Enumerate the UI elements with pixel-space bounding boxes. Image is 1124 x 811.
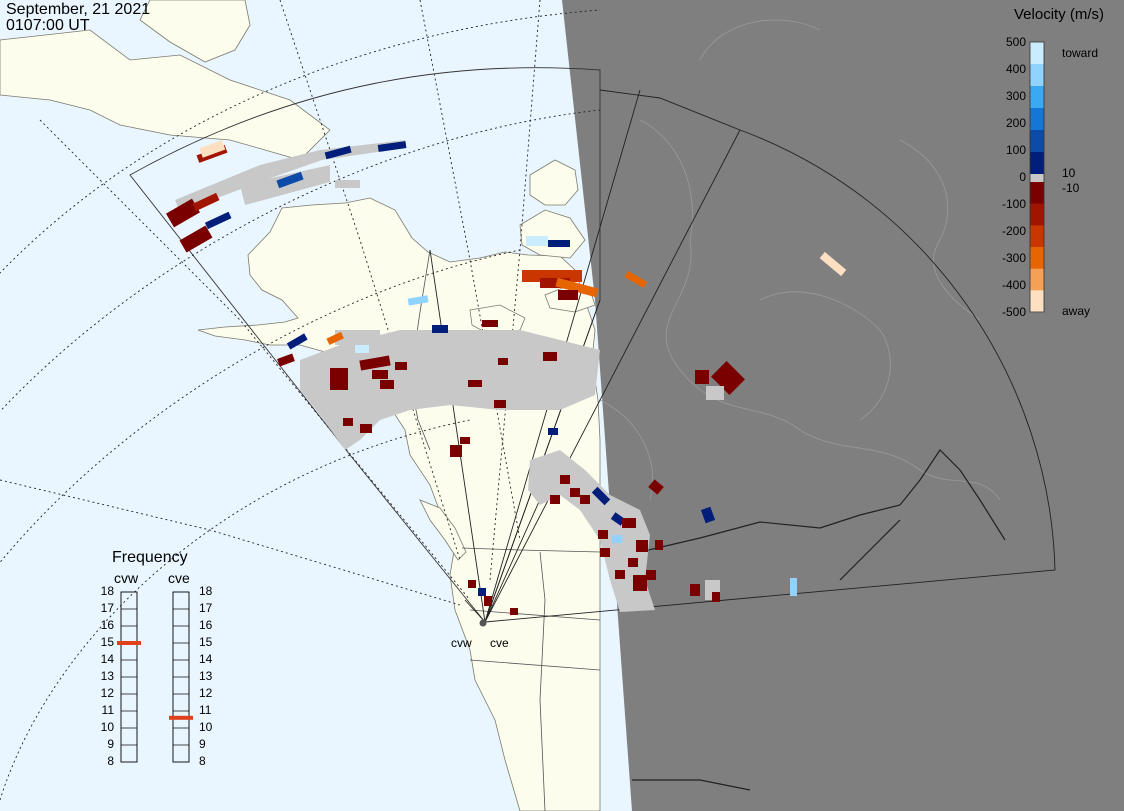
toward-label: toward <box>1062 46 1099 60</box>
colorbar-away-segment <box>1030 268 1044 291</box>
site-label-cvw: cvw <box>451 636 472 650</box>
freq-radar-name-cvw: cvw <box>114 570 139 586</box>
frequency-marker-cvw <box>117 641 141 645</box>
velocity-tick-label: 200 <box>1005 116 1026 130</box>
colorbar-toward-segment <box>1030 42 1044 65</box>
site-label-cve: cve <box>490 636 509 650</box>
frequency-title: Frequency <box>112 549 188 566</box>
velocity-colorbar <box>1029 41 1045 313</box>
frequency-gauges <box>117 591 193 763</box>
boundaries-night <box>632 449 1006 791</box>
frequency-tick-label: 10 <box>100 720 114 734</box>
velocity-tick-label: -400 <box>1001 278 1026 292</box>
frequency-tick-label: 15 <box>100 635 114 649</box>
label-10: 10 <box>1062 166 1076 180</box>
frequency-tick-label: 9 <box>107 737 114 751</box>
frequency-tick-label: 18 <box>100 584 114 598</box>
frequency-tick-label: 11 <box>199 703 212 717</box>
velocity-tick-label: 400 <box>1005 62 1026 76</box>
frequency-tick-label: 14 <box>100 652 114 666</box>
time-label: 0107:00 UT <box>6 17 90 34</box>
freq-radar-name-cve: cve <box>168 570 190 586</box>
velocity-tick-label: -500 <box>1001 305 1026 319</box>
colorbar-frame <box>1029 41 1045 313</box>
frequency-tick-label: 17 <box>100 601 114 615</box>
label-minus10: -10 <box>1062 181 1080 195</box>
frequency-tick-label: 13 <box>199 669 213 683</box>
colorbar-away-segment <box>1030 290 1044 313</box>
colorbar-away-segment <box>1030 247 1044 270</box>
velocity-cells <box>166 140 847 615</box>
velocity-tick-label: 300 <box>1005 89 1026 103</box>
colorbar-ground-scatter <box>1030 174 1044 182</box>
frequency-tick-label: 12 <box>100 686 114 700</box>
radar-site-marker <box>479 619 487 627</box>
colorbar-toward-segment <box>1030 152 1044 175</box>
date-label: September, 21 2021 <box>6 1 151 18</box>
frequency-tick-label: 14 <box>199 652 213 666</box>
frequency-tick-label: 11 <box>101 703 114 717</box>
velocity-tick-label: 100 <box>1005 143 1026 157</box>
colorbar-away-segment <box>1030 182 1044 205</box>
velocity-tick-label: 0 <box>1019 170 1026 184</box>
away-label: away <box>1062 304 1091 318</box>
colorbar-toward-segment <box>1030 64 1044 87</box>
frequency-tick-label: 16 <box>199 618 213 632</box>
frequency-tick-label: 13 <box>100 669 114 683</box>
colorbar-toward-segment <box>1030 86 1044 109</box>
frequency-tick-label: 18 <box>199 584 213 598</box>
frequency-marker-cve <box>169 715 193 720</box>
frequency-tick-label: 8 <box>199 754 206 768</box>
frequency-tick-label: 12 <box>199 686 213 700</box>
velocity-tick-label: -300 <box>1001 251 1026 265</box>
frequency-tick-label: 9 <box>199 737 206 751</box>
frequency-tick-label: 10 <box>199 720 213 734</box>
frequency-tick-label: 16 <box>100 618 114 632</box>
colorbar-toward-segment <box>1030 130 1044 153</box>
frequency-tick-label: 17 <box>199 601 213 615</box>
velocity-tick-label: 500 <box>1005 35 1026 49</box>
velocity-legend-title: Velocity (m/s) <box>1014 6 1105 23</box>
velocity-tick-label: -200 <box>1001 224 1026 238</box>
colorbar-away-segment <box>1030 203 1044 226</box>
night-coastlines <box>599 19 1001 501</box>
velocity-tick-label: -100 <box>1001 197 1026 211</box>
grid-lines <box>0 0 601 801</box>
colorbar-away-segment <box>1030 225 1044 248</box>
frequency-tick-label: 8 <box>107 754 114 768</box>
frequency-tick-label: 15 <box>199 635 213 649</box>
colorbar-toward-segment <box>1030 108 1044 131</box>
